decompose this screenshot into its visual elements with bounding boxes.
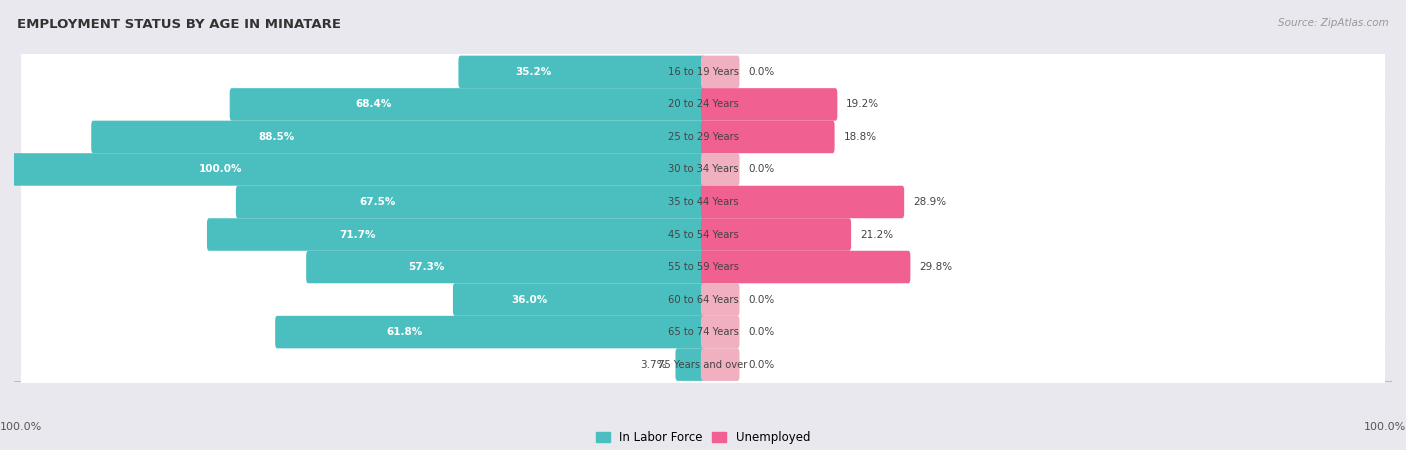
Text: 67.5%: 67.5% xyxy=(360,197,395,207)
Text: 0.0%: 0.0% xyxy=(748,360,775,369)
FancyBboxPatch shape xyxy=(702,348,740,381)
FancyBboxPatch shape xyxy=(458,56,704,88)
Text: 29.8%: 29.8% xyxy=(920,262,952,272)
Text: 20 to 24 Years: 20 to 24 Years xyxy=(668,99,738,109)
FancyBboxPatch shape xyxy=(22,142,1385,197)
FancyBboxPatch shape xyxy=(22,77,1385,132)
FancyBboxPatch shape xyxy=(22,272,1385,327)
FancyBboxPatch shape xyxy=(702,251,910,284)
FancyBboxPatch shape xyxy=(22,305,1385,360)
FancyBboxPatch shape xyxy=(702,121,835,153)
Text: 0.0%: 0.0% xyxy=(748,295,775,305)
Text: Source: ZipAtlas.com: Source: ZipAtlas.com xyxy=(1278,18,1389,28)
Text: 35.2%: 35.2% xyxy=(515,67,551,77)
FancyBboxPatch shape xyxy=(229,88,704,121)
Text: 3.7%: 3.7% xyxy=(640,360,666,369)
Text: 18.8%: 18.8% xyxy=(844,132,877,142)
Text: 71.7%: 71.7% xyxy=(339,230,375,239)
Text: 45 to 54 Years: 45 to 54 Years xyxy=(668,230,738,239)
Text: 0.0%: 0.0% xyxy=(748,67,775,77)
Text: 65 to 74 Years: 65 to 74 Years xyxy=(668,327,738,337)
FancyBboxPatch shape xyxy=(21,305,1385,360)
FancyBboxPatch shape xyxy=(702,88,838,121)
Text: 19.2%: 19.2% xyxy=(846,99,879,109)
Text: 68.4%: 68.4% xyxy=(354,99,391,109)
Text: 36.0%: 36.0% xyxy=(512,295,547,305)
Text: 0.0%: 0.0% xyxy=(748,327,775,337)
Text: 0.0%: 0.0% xyxy=(748,164,775,175)
Text: 88.5%: 88.5% xyxy=(259,132,294,142)
Text: 21.2%: 21.2% xyxy=(860,230,893,239)
FancyBboxPatch shape xyxy=(21,337,1385,392)
FancyBboxPatch shape xyxy=(21,175,1385,230)
FancyBboxPatch shape xyxy=(21,272,1385,327)
FancyBboxPatch shape xyxy=(22,175,1385,230)
FancyBboxPatch shape xyxy=(21,142,1385,197)
FancyBboxPatch shape xyxy=(21,239,1385,295)
Text: 28.9%: 28.9% xyxy=(912,197,946,207)
Text: 100.0%: 100.0% xyxy=(0,422,42,432)
FancyBboxPatch shape xyxy=(702,56,740,88)
FancyBboxPatch shape xyxy=(702,284,740,316)
FancyBboxPatch shape xyxy=(13,153,704,186)
Text: 100.0%: 100.0% xyxy=(200,164,242,175)
Legend: In Labor Force, Unemployed: In Labor Force, Unemployed xyxy=(591,427,815,449)
Text: 57.3%: 57.3% xyxy=(409,262,444,272)
FancyBboxPatch shape xyxy=(702,153,740,186)
FancyBboxPatch shape xyxy=(21,109,1385,164)
FancyBboxPatch shape xyxy=(22,337,1385,392)
FancyBboxPatch shape xyxy=(276,316,704,348)
FancyBboxPatch shape xyxy=(21,45,1385,99)
Text: 30 to 34 Years: 30 to 34 Years xyxy=(668,164,738,175)
FancyBboxPatch shape xyxy=(702,218,851,251)
FancyBboxPatch shape xyxy=(21,207,1385,262)
Text: 100.0%: 100.0% xyxy=(1364,422,1406,432)
FancyBboxPatch shape xyxy=(675,348,704,381)
FancyBboxPatch shape xyxy=(21,77,1385,132)
FancyBboxPatch shape xyxy=(207,218,704,251)
FancyBboxPatch shape xyxy=(702,316,740,348)
FancyBboxPatch shape xyxy=(22,239,1385,295)
FancyBboxPatch shape xyxy=(22,45,1385,99)
Text: 16 to 19 Years: 16 to 19 Years xyxy=(668,67,738,77)
FancyBboxPatch shape xyxy=(236,186,704,218)
FancyBboxPatch shape xyxy=(702,186,904,218)
FancyBboxPatch shape xyxy=(307,251,704,284)
Text: 75 Years and over: 75 Years and over xyxy=(658,360,748,369)
Text: 60 to 64 Years: 60 to 64 Years xyxy=(668,295,738,305)
FancyBboxPatch shape xyxy=(91,121,704,153)
Text: 55 to 59 Years: 55 to 59 Years xyxy=(668,262,738,272)
Text: 35 to 44 Years: 35 to 44 Years xyxy=(668,197,738,207)
Text: 25 to 29 Years: 25 to 29 Years xyxy=(668,132,738,142)
FancyBboxPatch shape xyxy=(453,284,704,316)
Text: EMPLOYMENT STATUS BY AGE IN MINATARE: EMPLOYMENT STATUS BY AGE IN MINATARE xyxy=(17,18,340,31)
Text: 61.8%: 61.8% xyxy=(387,327,423,337)
FancyBboxPatch shape xyxy=(22,109,1385,164)
FancyBboxPatch shape xyxy=(22,207,1385,262)
